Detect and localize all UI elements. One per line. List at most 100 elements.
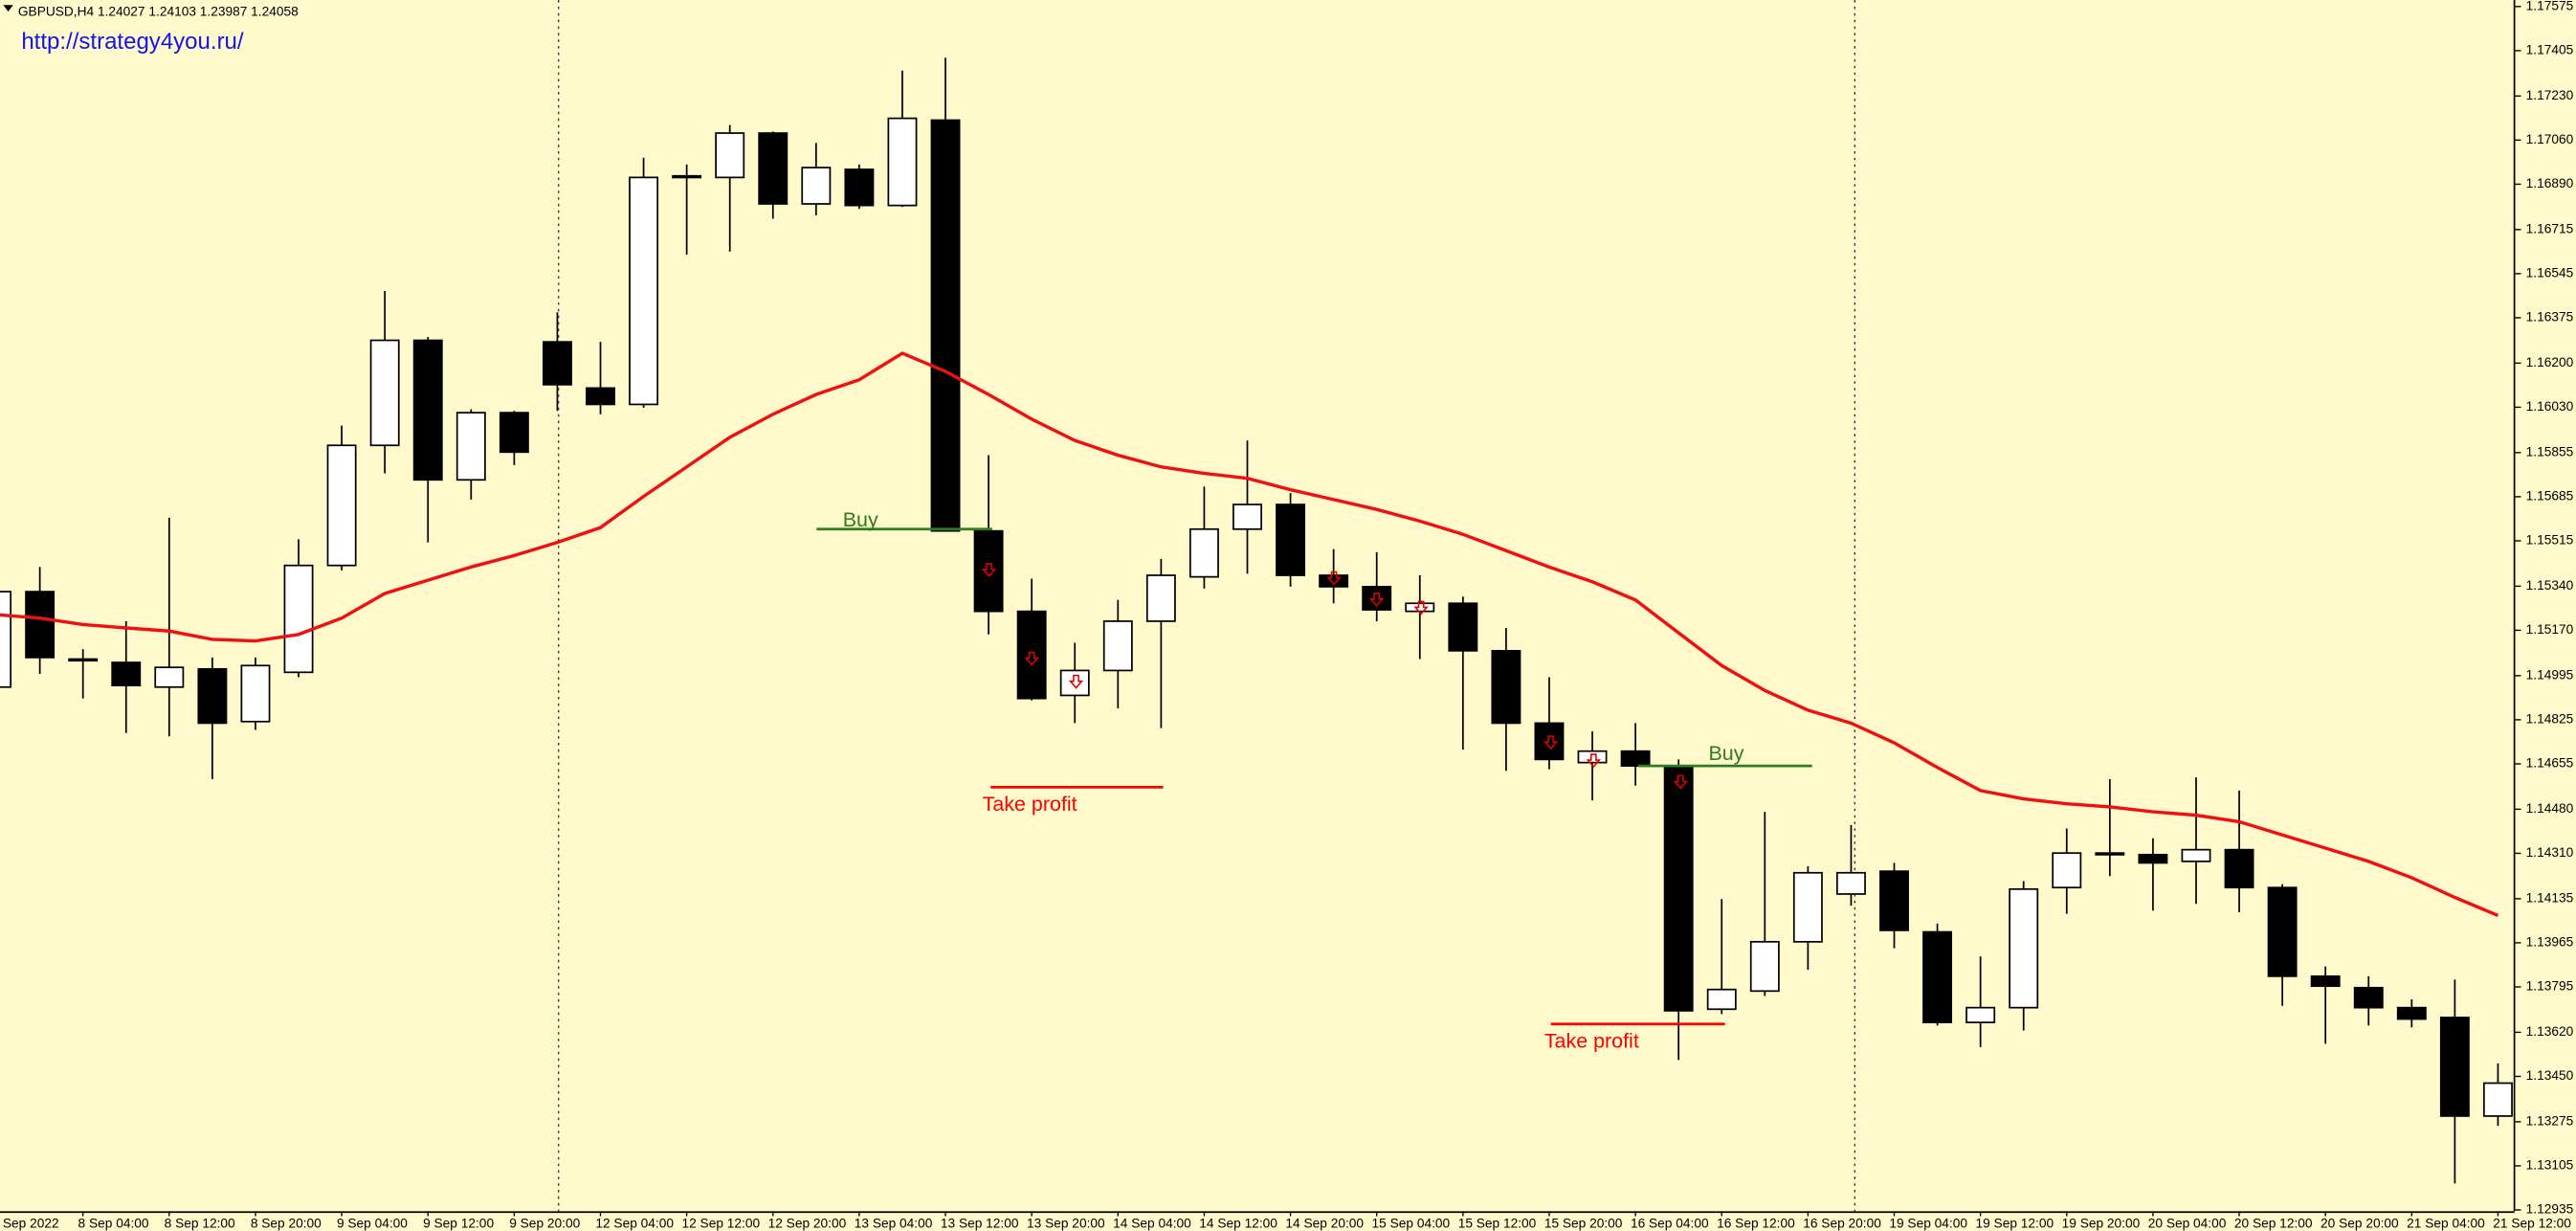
y-tick-label: 1.17230 bbox=[2526, 88, 2574, 102]
x-tick-label: 14 Sep 04:00 bbox=[1113, 1217, 1191, 1231]
candle-body bbox=[1448, 602, 1478, 652]
y-tick-label: 1.14135 bbox=[2526, 890, 2574, 905]
x-tick-label: 13 Sep 12:00 bbox=[941, 1217, 1019, 1231]
candle-body bbox=[2181, 848, 2211, 862]
sell-arrow bbox=[1024, 651, 1039, 666]
sell-arrow bbox=[1068, 674, 1084, 689]
candle-body bbox=[758, 132, 788, 205]
x-tick-label: 19 Sep 12:00 bbox=[1975, 1217, 2054, 1231]
candle-body bbox=[240, 664, 271, 723]
candle-body bbox=[2138, 853, 2168, 864]
candle-body bbox=[2396, 1006, 2427, 1020]
candle-body bbox=[1879, 870, 1909, 931]
candle-body bbox=[672, 174, 702, 179]
y-tick-label: 1.12935 bbox=[2526, 1202, 2574, 1217]
candle-body bbox=[1405, 602, 1435, 613]
x-tick-label: 15 Sep 20:00 bbox=[1544, 1217, 1623, 1231]
y-tick-label: 1.17060 bbox=[2526, 132, 2574, 146]
candle-body bbox=[930, 119, 961, 532]
sell-arrow bbox=[1673, 774, 1689, 790]
candle-body bbox=[1749, 940, 1780, 993]
candle-body bbox=[1276, 504, 1306, 576]
candle-body bbox=[1016, 610, 1047, 700]
sell-arrow bbox=[1413, 600, 1429, 616]
candle-body bbox=[1145, 574, 1176, 622]
candle-body bbox=[2052, 852, 2082, 889]
candle-body bbox=[1620, 750, 1651, 768]
candle-body bbox=[715, 132, 745, 179]
y-tick-label: 1.15170 bbox=[2526, 622, 2574, 637]
y-tick-label: 1.13450 bbox=[2526, 1068, 2574, 1083]
candle-body bbox=[283, 564, 314, 674]
y-tick-label: 1.14480 bbox=[2526, 801, 2574, 816]
x-tick-label: 8 Sep 20:00 bbox=[251, 1217, 322, 1231]
menu-triangle bbox=[3, 5, 13, 12]
x-tick-label: 9 Sep 04:00 bbox=[337, 1217, 408, 1231]
candle-body bbox=[369, 339, 400, 447]
y-tick-label: 1.13105 bbox=[2526, 1158, 2574, 1173]
y-tick-label: 1.15685 bbox=[2526, 489, 2574, 504]
annotation-label: Take profit bbox=[983, 793, 1077, 816]
y-tick-label: 1.15515 bbox=[2526, 533, 2574, 548]
x-tick-label: 16 Sep 20:00 bbox=[1803, 1217, 1881, 1231]
sell-arrow bbox=[1368, 593, 1385, 607]
y-tick-label: 1.16715 bbox=[2526, 221, 2574, 235]
y-tick-label: 1.16030 bbox=[2526, 399, 2574, 414]
moving-average-line bbox=[0, 351, 2499, 918]
candle-body bbox=[499, 412, 529, 454]
candle-body bbox=[154, 666, 185, 688]
y-tick-label: 1.16375 bbox=[2526, 310, 2574, 325]
x-tick-label: 8 Sep 12:00 bbox=[165, 1217, 235, 1231]
candle-body bbox=[68, 658, 99, 662]
y-tick-label: 1.15855 bbox=[2526, 444, 2574, 459]
candle-body bbox=[844, 168, 875, 207]
x-tick-label: 14 Sep 20:00 bbox=[1285, 1217, 1364, 1231]
candle-body bbox=[887, 117, 918, 207]
x-tick-label: 13 Sep 20:00 bbox=[1027, 1217, 1105, 1231]
x-tick-label: 21 Sep 12:00 bbox=[2493, 1217, 2571, 1231]
y-tick-label: 1.15340 bbox=[2526, 578, 2574, 593]
candle-body bbox=[1792, 871, 1823, 943]
candle-body bbox=[1319, 574, 1349, 588]
candle-body bbox=[542, 341, 572, 386]
candle-body bbox=[2224, 848, 2254, 889]
candle-body bbox=[1577, 750, 1608, 764]
watermark-link: http://strategy4you.ru/ bbox=[21, 29, 244, 55]
x-tick-label: 8 Sep 04:00 bbox=[78, 1217, 149, 1231]
y-tick-label: 1.14310 bbox=[2526, 845, 2574, 860]
chart-title: GBPUSD,H4 1.24027 1.24103 1.23987 1.2405… bbox=[18, 5, 299, 19]
y-tick-label: 1.14655 bbox=[2526, 756, 2574, 771]
y-tick-label: 1.13965 bbox=[2526, 935, 2574, 950]
sell-signals bbox=[981, 563, 1689, 790]
candle-body bbox=[1922, 930, 1953, 1023]
candle-body bbox=[1232, 504, 1262, 530]
candle-body bbox=[2009, 887, 2039, 1009]
candle-body bbox=[25, 591, 56, 659]
candle-body bbox=[973, 529, 1004, 613]
x-tick-label: 9 Sep 20:00 bbox=[509, 1217, 580, 1231]
sell-arrow bbox=[1326, 571, 1342, 586]
x-tick-label: 20 Sep 12:00 bbox=[2234, 1217, 2313, 1231]
candle-body bbox=[1706, 988, 1737, 1011]
x-tick-label: 19 Sep 04:00 bbox=[1889, 1217, 1967, 1231]
y-tick-label: 1.17405 bbox=[2526, 43, 2574, 57]
y-tick-label: 1.17575 bbox=[2526, 0, 2574, 12]
sell-arrow bbox=[1586, 753, 1602, 769]
x-tick-label: 13 Sep 04:00 bbox=[855, 1217, 933, 1231]
candle-body bbox=[2095, 852, 2125, 856]
candle-body bbox=[0, 591, 12, 688]
x-tick-label: 16 Sep 12:00 bbox=[1717, 1217, 1795, 1231]
y-tick-label: 1.13795 bbox=[2526, 979, 2574, 994]
annotation-label: Buy bbox=[843, 508, 878, 531]
candle-body bbox=[1491, 649, 1521, 725]
candle-body bbox=[629, 176, 659, 406]
x-tick-label: 15 Sep 04:00 bbox=[1372, 1217, 1451, 1231]
candle-body bbox=[455, 412, 486, 481]
candle-body bbox=[1663, 765, 1694, 1012]
candle-body bbox=[412, 339, 443, 481]
y-tick-label: 1.13275 bbox=[2526, 1114, 2574, 1129]
candle-body bbox=[801, 167, 832, 205]
x-tick-label: 16 Sep 04:00 bbox=[1631, 1217, 1709, 1231]
x-tick-label: 7 Sep 2022 bbox=[0, 1217, 59, 1231]
